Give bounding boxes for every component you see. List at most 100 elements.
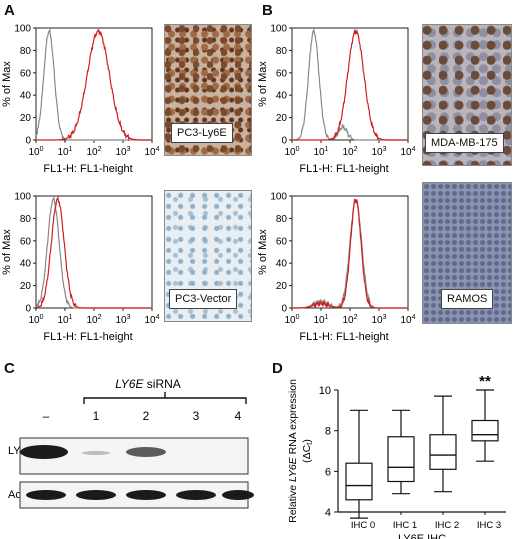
actin-band bbox=[222, 490, 254, 500]
y-axis-label: Relative LY6E RNA expression bbox=[287, 379, 299, 523]
x-tick-label: 100 bbox=[28, 146, 43, 158]
y-tick-label: 40 bbox=[276, 91, 288, 102]
y-tick-label: 60 bbox=[20, 68, 32, 79]
x-tick-label: 102 bbox=[342, 314, 357, 326]
flow-histogram-pc3-ly6e: % of Max 0 20 40 60 80 100 100 101 102 103 104 FL1-H… bbox=[1, 24, 160, 176]
y-tick-label: 80 bbox=[276, 214, 288, 225]
control-histogram-line bbox=[292, 27, 408, 141]
y-tick-label: 40 bbox=[20, 259, 32, 270]
y-tick-label: 100 bbox=[270, 24, 287, 35]
ly6e-band bbox=[126, 447, 166, 457]
x-tick-label: 104 bbox=[144, 146, 159, 158]
plot-frame bbox=[35, 195, 153, 309]
y-tick-label: 6 bbox=[325, 466, 331, 478]
lane-label: 2 bbox=[143, 409, 150, 423]
x-tick-label: IHC 0 bbox=[351, 520, 375, 531]
western-blot: LY6E siRNA–1234LY6EActin bbox=[8, 377, 254, 509]
actin-band bbox=[126, 490, 166, 500]
x-tick-label: 101 bbox=[313, 314, 328, 326]
sample-histogram-line bbox=[292, 198, 408, 309]
x-axis-label: FL1-H: FL1-height bbox=[43, 331, 132, 343]
y-tick-label: 0 bbox=[25, 304, 31, 315]
panel-label-b: B bbox=[262, 2, 273, 19]
control-histogram-line bbox=[35, 27, 152, 141]
actin-band bbox=[176, 490, 216, 500]
panel-label-d: D bbox=[272, 360, 283, 377]
sirna-label: LY6E siRNA bbox=[115, 377, 181, 391]
y-tick-label: 20 bbox=[20, 281, 32, 292]
x-tick-label: 103 bbox=[115, 146, 130, 158]
box bbox=[345, 462, 373, 501]
y-axis-label-unit: (ΔCt) bbox=[301, 439, 314, 463]
y-tick-label: 80 bbox=[20, 214, 32, 225]
y-tick-label: 100 bbox=[14, 24, 31, 35]
x-tick-label: 102 bbox=[342, 146, 357, 158]
y-tick-label: 80 bbox=[20, 46, 32, 57]
ihc-caption: PC3-Vector bbox=[169, 289, 238, 309]
ihc-caption: PC3-Ly6E bbox=[171, 123, 233, 143]
x-tick-label: 100 bbox=[284, 146, 299, 158]
x-axis-label: FL1-H: FL1-height bbox=[43, 163, 132, 175]
sirna-bracket bbox=[83, 392, 247, 404]
y-tick-label: 60 bbox=[20, 236, 32, 247]
box bbox=[471, 419, 499, 442]
x-axis-label: FL1-H: FL1-height bbox=[299, 163, 388, 175]
y-tick-label: 40 bbox=[20, 91, 32, 102]
y-tick-label: 4 bbox=[325, 507, 331, 519]
x-tick-label: 100 bbox=[28, 314, 43, 326]
significance-annotation: ** bbox=[479, 373, 491, 390]
y-tick-label: 0 bbox=[281, 304, 287, 315]
box-plot-ly6e-expression: Relative LY6E RNA expression (ΔCt) 4 6 8 10 IH… bbox=[287, 373, 506, 539]
x-tick-label: 103 bbox=[371, 314, 386, 326]
lane-label: 4 bbox=[235, 409, 242, 423]
ihc-image-pc3-vector: PC3-Vector bbox=[164, 190, 252, 322]
y-tick-label: 100 bbox=[14, 192, 31, 203]
sample-histogram-line bbox=[36, 28, 152, 142]
x-tick-label: 101 bbox=[57, 146, 72, 158]
y-tick-label: 40 bbox=[276, 259, 288, 270]
x-tick-label: IHC 3 bbox=[477, 520, 501, 531]
y-tick-label: 100 bbox=[270, 192, 287, 203]
x-tick-label: 103 bbox=[371, 146, 386, 158]
y-tick-label: 60 bbox=[276, 68, 288, 79]
y-tick-label: 20 bbox=[276, 281, 288, 292]
ihc-image-mda-mb-175: MDA-MB-175 bbox=[422, 24, 512, 166]
x-tick-label: IHC 1 bbox=[393, 520, 417, 531]
plot-frame bbox=[291, 27, 409, 141]
box bbox=[387, 436, 415, 483]
y-tick-label: 0 bbox=[281, 136, 287, 147]
x-tick-label: 101 bbox=[313, 146, 328, 158]
x-tick-label: 102 bbox=[86, 146, 101, 158]
panel-label-c: C bbox=[4, 360, 15, 377]
y-tick-label: 20 bbox=[20, 113, 32, 124]
box bbox=[429, 434, 457, 470]
lane-label: 1 bbox=[93, 409, 100, 423]
sample-histogram-line bbox=[35, 195, 152, 309]
lane-label: – bbox=[43, 409, 50, 423]
y-tick-label: 80 bbox=[276, 46, 288, 57]
ly6e-band bbox=[82, 451, 110, 455]
panel-label-a: A bbox=[4, 2, 15, 19]
y-tick-label: 8 bbox=[325, 426, 331, 438]
actin-band bbox=[76, 490, 116, 500]
ihc-caption: RAMOS bbox=[441, 289, 494, 309]
control-histogram-line bbox=[35, 195, 152, 309]
x-tick-label: 101 bbox=[57, 314, 72, 326]
flow-histogram-mda-mb-175: % of Max 0 20 40 60 80 100 100 101 102 103 104 FL1-H… bbox=[257, 24, 416, 176]
actin-band bbox=[26, 490, 66, 500]
flow-histogram-ramos: % of Max 0 20 40 60 80 100 100 101 102 103 104 FL1-H… bbox=[257, 192, 416, 344]
y-axis-label: % of Max bbox=[1, 61, 13, 107]
y-axis-label: % of Max bbox=[1, 229, 13, 275]
x-axis-label: LY6E IHC bbox=[398, 533, 446, 539]
x-tick-label: 104 bbox=[144, 314, 159, 326]
y-tick-label: 20 bbox=[276, 113, 288, 124]
ihc-image-pc3-ly6e: PC3-Ly6E bbox=[164, 24, 252, 156]
ihc-caption: MDA-MB-175 bbox=[425, 133, 504, 153]
lane-label: 3 bbox=[193, 409, 200, 423]
x-tick-label: IHC 2 bbox=[435, 520, 459, 531]
x-tick-label: 100 bbox=[284, 314, 299, 326]
x-tick-label: 103 bbox=[115, 314, 130, 326]
y-tick-label: 10 bbox=[319, 385, 331, 397]
x-tick-label: 104 bbox=[400, 314, 415, 326]
ihc-image-ramos: RAMOS bbox=[422, 182, 512, 324]
